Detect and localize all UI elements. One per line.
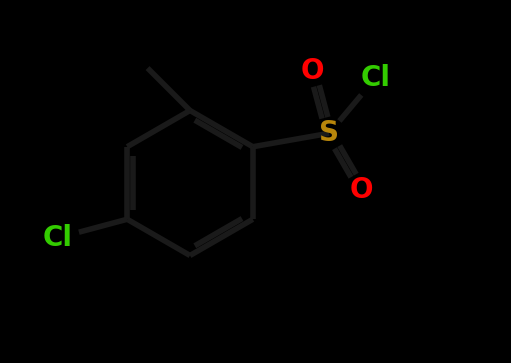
Text: S: S xyxy=(319,119,339,147)
Text: Cl: Cl xyxy=(42,224,72,252)
Text: Cl: Cl xyxy=(361,64,391,92)
Text: O: O xyxy=(300,57,324,85)
Text: O: O xyxy=(350,176,374,204)
